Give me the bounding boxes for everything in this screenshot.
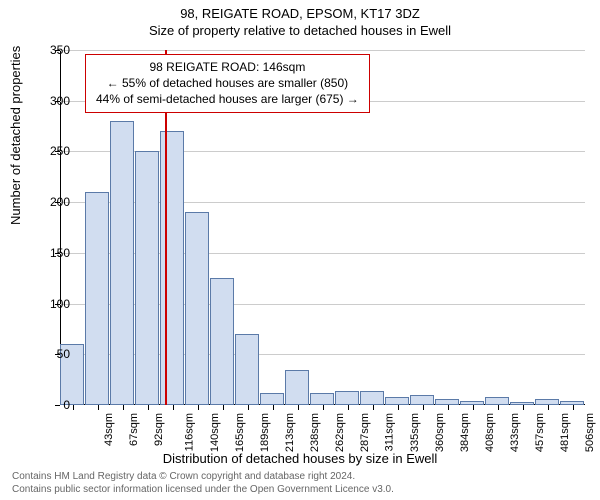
x-tick-label: 92sqm [153, 413, 165, 446]
x-tick-label: 165sqm [234, 413, 246, 452]
x-tick-mark [548, 405, 549, 410]
x-tick-mark [473, 405, 474, 410]
x-tick-label: 287sqm [359, 413, 371, 452]
x-tick-mark [498, 405, 499, 410]
histogram-bar [285, 370, 309, 406]
x-tick-mark [198, 405, 199, 410]
histogram-bar [185, 212, 209, 405]
annotation-line: 98 REIGATE ROAD: 146sqm [96, 59, 359, 75]
x-tick-label: 43sqm [103, 413, 115, 446]
y-tick-label: 300 [30, 94, 70, 108]
y-tick-label: 250 [30, 144, 70, 158]
chart-title-main: 98, REIGATE ROAD, EPSOM, KT17 3DZ [0, 0, 600, 21]
x-tick-mark [323, 405, 324, 410]
histogram-bar [260, 393, 284, 405]
footer-text: Contains HM Land Registry data © Crown c… [12, 470, 394, 496]
x-tick-mark [148, 405, 149, 410]
x-tick-mark [73, 405, 74, 410]
x-tick-mark [348, 405, 349, 410]
y-tick-label: 200 [30, 195, 70, 209]
x-tick-label: 67sqm [128, 413, 140, 446]
x-tick-label: 506sqm [584, 413, 596, 452]
x-tick-label: 262sqm [334, 413, 346, 452]
x-tick-label: 335sqm [409, 413, 421, 452]
x-tick-label: 311sqm [383, 413, 395, 451]
x-tick-mark [273, 405, 274, 410]
x-tick-mark [523, 405, 524, 410]
x-tick-label: 457sqm [534, 413, 546, 452]
histogram-bar [85, 192, 109, 405]
histogram-bar [235, 334, 259, 405]
y-tick-label: 50 [30, 347, 70, 361]
x-tick-mark [298, 405, 299, 410]
x-tick-mark [248, 405, 249, 410]
x-tick-mark [423, 405, 424, 410]
histogram-bar [160, 131, 184, 405]
annotation-line: 44% of semi-detached houses are larger (… [96, 91, 359, 107]
histogram-bar [410, 395, 434, 405]
y-tick-label: 350 [30, 43, 70, 57]
x-tick-label: 360sqm [434, 413, 446, 452]
y-axis-label: Number of detached properties [8, 46, 23, 225]
x-tick-label: 384sqm [459, 413, 471, 452]
x-tick-mark [123, 405, 124, 410]
x-tick-mark [398, 405, 399, 410]
x-tick-mark [573, 405, 574, 410]
x-tick-mark [448, 405, 449, 410]
annotation-line: ← 55% of detached houses are smaller (85… [96, 75, 359, 91]
footer-line-2: Contains public sector information licen… [12, 483, 394, 496]
chart-title-sub: Size of property relative to detached ho… [0, 21, 600, 38]
y-tick-label: 150 [30, 246, 70, 260]
histogram-bar [335, 391, 359, 405]
histogram-bar [210, 278, 234, 405]
x-tick-label: 481sqm [559, 413, 571, 452]
histogram-bar [110, 121, 134, 405]
annotation-box: 98 REIGATE ROAD: 146sqm← 55% of detached… [85, 54, 370, 113]
x-axis-label: Distribution of detached houses by size … [0, 451, 600, 466]
histogram-bar [385, 397, 409, 405]
x-tick-label: 140sqm [209, 413, 221, 452]
x-tick-label: 238sqm [309, 413, 321, 452]
gridline [60, 50, 585, 51]
x-tick-label: 408sqm [484, 413, 496, 452]
x-tick-label: 189sqm [259, 413, 271, 452]
x-tick-label: 213sqm [284, 413, 296, 452]
plot-area: 98 REIGATE ROAD: 146sqm← 55% of detached… [60, 50, 585, 405]
x-tick-mark [98, 405, 99, 410]
y-tick-label: 100 [30, 297, 70, 311]
histogram-bar [135, 151, 159, 405]
footer-line-1: Contains HM Land Registry data © Crown c… [12, 470, 394, 483]
histogram-bar [310, 393, 334, 405]
x-tick-label: 116sqm [183, 413, 195, 451]
x-tick-mark [223, 405, 224, 410]
x-tick-label: 433sqm [509, 413, 521, 452]
x-tick-mark [373, 405, 374, 410]
histogram-bar [485, 397, 509, 405]
x-tick-mark [173, 405, 174, 410]
histogram-bar [360, 391, 384, 405]
y-tick-label: 0 [30, 398, 70, 412]
